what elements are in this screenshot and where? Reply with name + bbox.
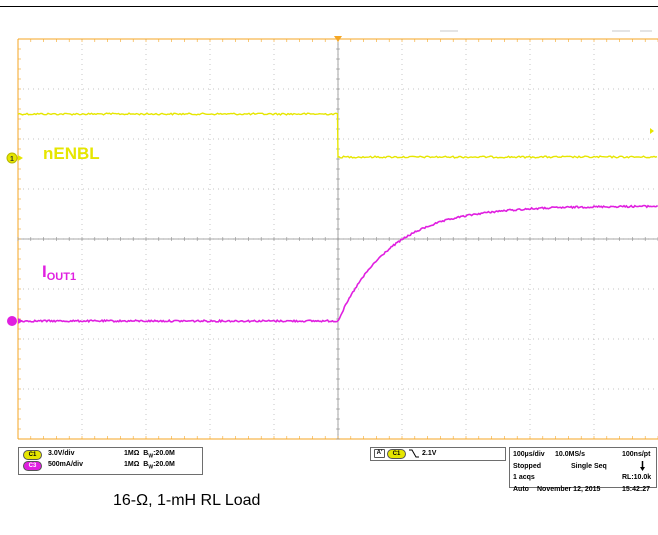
ch3-impedance-value: 1MΩ — [124, 461, 140, 468]
ch1-ground-marker-label: 1 — [10, 156, 14, 163]
ch3-impedance: 1MΩ BW:20.0M — [124, 461, 175, 470]
ch3-trace-label-main: I — [42, 262, 47, 281]
ch1-bw-sub: W — [148, 453, 154, 460]
ch1-bw-prefix: B — [143, 450, 149, 457]
ch3-scale: 500mA/div — [48, 461, 84, 468]
resolution: 100ns/pt — [622, 451, 651, 458]
ch3-trace — [17, 204, 658, 324]
timebase: 100µs/div — [513, 451, 545, 458]
ch1-badge[interactable]: C1 — [23, 450, 42, 460]
sample-rate: 10.0MS/s — [555, 451, 585, 458]
capture-time: 15:42:27 — [622, 486, 651, 493]
trigger-level: 2.1V — [422, 450, 437, 457]
ch1-ground-marker — [6, 152, 18, 164]
capture-date: November 12, 2015 — [537, 486, 601, 493]
ch3-bw-prefix: B — [143, 461, 149, 468]
ch3-ground-marker — [7, 316, 17, 326]
ch1-trace-label: nENBL — [43, 144, 100, 163]
ch1-impedance-value: 1MΩ — [124, 450, 140, 457]
figure-caption: 16-Ω, 1-mH RL Load — [113, 492, 261, 509]
ch3-bw-sub: W — [148, 464, 154, 471]
trigger-source-badge[interactable]: C1 — [387, 449, 406, 459]
trigger-position-marker — [334, 36, 342, 42]
acquisition-panel — [509, 447, 657, 488]
ch1-marker-arrow — [18, 155, 23, 161]
acq-count: 1 acqs — [513, 474, 535, 481]
down-arrow-icon — [640, 461, 645, 471]
ch1-trace — [17, 112, 658, 159]
ch1-impedance: 1MΩ BW:20.0M — [124, 450, 175, 459]
ch3-trace-label: IOUT1 — [42, 262, 76, 283]
channel-settings-panel — [18, 447, 203, 475]
ch3-trace-label-sub: OUT1 — [46, 271, 77, 283]
ch3-badge[interactable]: C3 — [23, 461, 42, 471]
ch1-bw-value: :20.0M — [153, 450, 175, 457]
graticule — [17, 38, 658, 440]
falling-edge-icon — [409, 449, 419, 458]
record-length: RL:10.0k — [622, 474, 652, 481]
acq-state: Stopped — [513, 463, 541, 470]
trigger-type-badge[interactable]: A' — [374, 449, 385, 458]
trigger-mode: Auto — [513, 486, 529, 493]
top-rule — [0, 6, 658, 7]
ch3-marker-arrow — [18, 318, 23, 324]
ch1-right-indicator — [650, 128, 654, 134]
acq-mode: Single Seq — [571, 463, 607, 470]
ch1-scale: 3.0V/div — [48, 450, 75, 457]
ch3-bw-value: :20.0M — [153, 461, 175, 468]
